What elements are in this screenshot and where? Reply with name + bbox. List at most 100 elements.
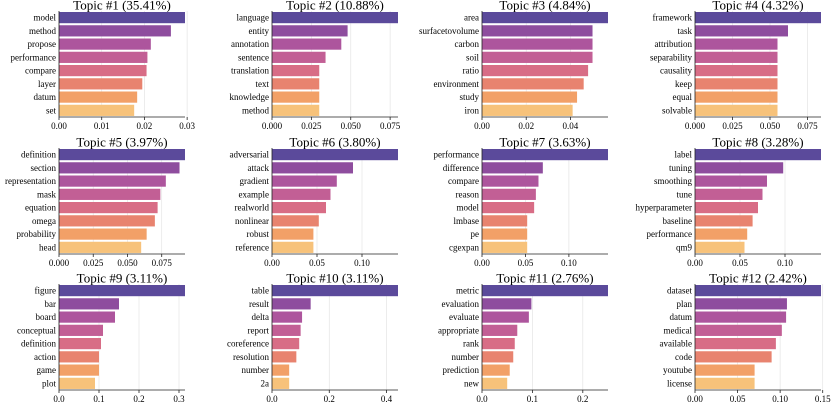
- bar-definition: [59, 149, 185, 161]
- panel-title: Topic #10 (3.11%): [286, 271, 383, 286]
- bar-tune: [695, 188, 763, 200]
- bar-delta: [272, 311, 303, 323]
- category-label: result: [249, 299, 269, 309]
- bar-bar: [59, 298, 119, 310]
- category-label: smoothing: [654, 176, 693, 186]
- x-tick-label: 0.075: [797, 121, 818, 131]
- bar-attribution: [695, 38, 778, 50]
- x-tick-label: 0.3: [173, 394, 185, 402]
- category-label: probability: [17, 229, 57, 239]
- x-tick-label: 0.0: [266, 394, 278, 402]
- category-label: study: [459, 92, 479, 102]
- bar-text: [272, 78, 320, 90]
- bar-coreference: [272, 338, 300, 350]
- x-tick-label: 0.025: [83, 258, 104, 268]
- category-label: propose: [28, 39, 57, 49]
- category-label: framework: [653, 13, 693, 23]
- x-tick-label: 0.050: [341, 121, 362, 131]
- category-label: reason: [456, 189, 480, 199]
- category-label: table: [252, 286, 270, 296]
- category-label: youtube: [663, 365, 692, 375]
- category-label: environment: [434, 79, 480, 89]
- bar-performance: [695, 228, 748, 240]
- bar-model: [59, 12, 185, 24]
- category-label: entity: [249, 26, 270, 36]
- category-label: datum: [34, 92, 57, 102]
- category-label: appropriate: [438, 325, 479, 335]
- x-tick-label: 0.10: [561, 258, 577, 268]
- panel-title: Topic #4 (4.32%): [712, 0, 803, 13]
- category-label: model: [457, 203, 480, 213]
- bar-task: [695, 25, 788, 37]
- x-tick-label: 0.00: [687, 258, 703, 268]
- category-label: solvable: [662, 105, 692, 115]
- bar-cgexpan: [482, 241, 528, 253]
- bar-prediction: [482, 364, 510, 376]
- bar-resolution: [272, 351, 297, 363]
- x-tick-label: 0.15: [815, 394, 831, 402]
- topic-panel-10: Topic #10 (3.11%) table result delta report c…: [227, 271, 398, 402]
- category-label: plan: [677, 299, 693, 309]
- x-tick-label: 0.02: [137, 121, 153, 131]
- bar-sentence: [272, 51, 326, 63]
- category-label: rank: [463, 339, 479, 349]
- x-tick-label: 0.1: [93, 394, 104, 402]
- x-tick-label: 0.02: [518, 121, 534, 131]
- x-tick-label: 0.000: [685, 121, 706, 131]
- bar-2a: [272, 377, 290, 389]
- bar-game: [59, 364, 99, 376]
- bar-datum: [59, 91, 138, 103]
- category-label: text: [256, 79, 270, 89]
- bar-set: [59, 104, 135, 116]
- bar-separability: [695, 51, 778, 63]
- category-label: lmbase: [454, 216, 480, 226]
- x-tick-label: 0.00: [51, 121, 67, 131]
- bar-carbon: [482, 38, 593, 50]
- bar-compare: [482, 175, 539, 187]
- topic-panel-7: Topic #7 (3.63%) performance difference com…: [434, 135, 608, 268]
- x-tick-label: 0.01: [94, 121, 110, 131]
- category-label: iron: [465, 105, 480, 115]
- x-tick-label: 0.2: [577, 394, 588, 402]
- category-label: reference: [236, 242, 269, 252]
- category-label: attack: [248, 163, 270, 173]
- bar-environment: [482, 78, 584, 90]
- category-label: method: [29, 26, 56, 36]
- category-label: 2a: [261, 378, 270, 388]
- panel-title: Topic #5 (3.97%): [76, 135, 167, 150]
- category-label: task: [678, 26, 693, 36]
- bar-youtube: [695, 364, 755, 376]
- category-label: sentence: [238, 52, 269, 62]
- bar-evaluate: [482, 311, 529, 323]
- category-label: baseline: [663, 216, 693, 226]
- category-label: translation: [231, 66, 269, 76]
- bar-attack: [272, 162, 353, 174]
- bar-number: [272, 364, 290, 376]
- category-label: gradient: [240, 176, 270, 186]
- bar-representation: [59, 175, 166, 187]
- bar-pe: [482, 228, 528, 240]
- category-label: ratio: [463, 66, 480, 76]
- bar-hyperparameter: [695, 202, 758, 214]
- category-label: head: [39, 242, 56, 252]
- bar-appropriate: [482, 324, 518, 336]
- category-label: causality: [660, 66, 692, 76]
- bar-propose: [59, 38, 151, 50]
- category-label: layer: [38, 79, 56, 89]
- bar-new: [482, 377, 508, 389]
- category-label: plot: [42, 378, 57, 388]
- category-label: tune: [677, 189, 693, 199]
- x-tick-label: 0.04: [563, 121, 579, 131]
- bar-number: [482, 351, 514, 363]
- topic-panel-6: Topic #6 (3.80%) adversarial attack gradien…: [230, 135, 398, 268]
- category-label: action: [34, 352, 56, 362]
- x-tick-label: 0.000: [262, 121, 283, 131]
- category-label: carbon: [455, 39, 480, 49]
- x-tick-label: 0.025: [722, 121, 743, 131]
- bar-smoothing: [695, 175, 767, 187]
- bar-metric: [482, 285, 608, 297]
- category-label: delta: [252, 312, 270, 322]
- bar-difference: [482, 162, 543, 174]
- topic-panel-9: Topic #9 (3.11%) figure bar board conceptual…: [17, 271, 185, 402]
